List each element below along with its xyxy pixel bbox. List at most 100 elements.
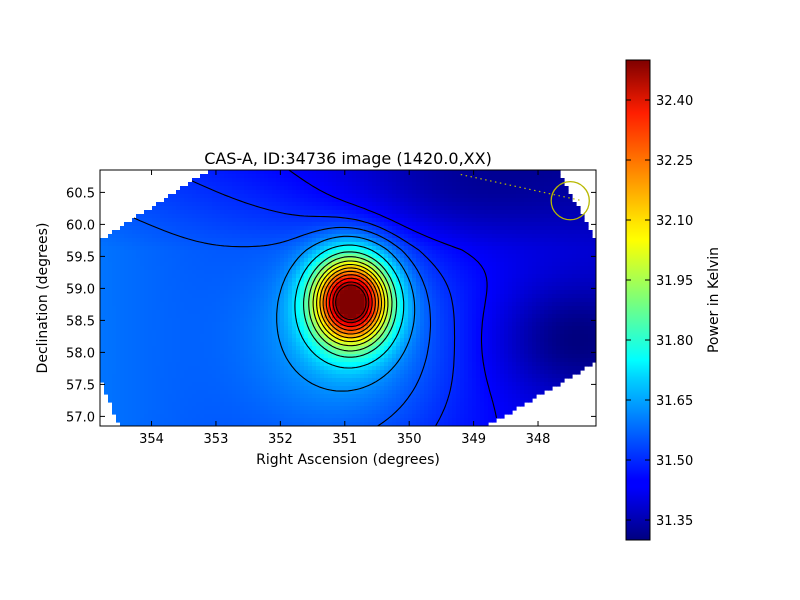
heatmap-cell [512, 202, 517, 207]
heatmap-cell [312, 238, 317, 243]
heatmap-cell [560, 186, 565, 191]
heatmap-cell [364, 178, 369, 183]
heatmap-cell [528, 306, 533, 311]
heatmap-cell [244, 250, 249, 255]
heatmap-cell [136, 306, 141, 311]
heatmap-cell [124, 322, 129, 327]
heatmap-cell [524, 174, 529, 179]
heatmap-cell [544, 246, 549, 251]
heatmap-cell [556, 274, 561, 279]
heatmap-cell [488, 274, 493, 279]
heatmap-cell [184, 230, 189, 235]
heatmap-cell [376, 194, 381, 199]
heatmap-cell [352, 214, 357, 219]
heatmap-cell [452, 298, 457, 303]
heatmap-cell [420, 298, 425, 303]
heatmap-cell [372, 178, 377, 183]
heatmap-cell [152, 326, 157, 331]
heatmap-cell [120, 246, 125, 251]
heatmap-cell [380, 222, 385, 227]
heatmap-cell [504, 170, 509, 175]
heatmap-cell [272, 274, 277, 279]
heatmap-cell [508, 270, 513, 275]
heatmap-cell [552, 302, 557, 307]
heatmap-cell [140, 262, 145, 267]
heatmap-cell [488, 242, 493, 247]
heatmap-cell [280, 322, 285, 327]
heatmap-cell [536, 330, 541, 335]
heatmap-cell [292, 274, 297, 279]
heatmap-cell [128, 314, 133, 319]
heatmap-cell [544, 210, 549, 215]
heatmap-cell [188, 214, 193, 219]
heatmap-cell [288, 270, 293, 275]
heatmap-cell [416, 182, 421, 187]
heatmap-cell [580, 306, 585, 311]
heatmap-cell [556, 282, 561, 287]
heatmap-cell [208, 206, 213, 211]
heatmap-cell [256, 262, 261, 267]
heatmap-cell [224, 294, 229, 299]
heatmap-cell [388, 282, 393, 287]
heatmap-cell [472, 222, 477, 227]
heatmap-cell [320, 294, 325, 299]
heatmap-cell [232, 214, 237, 219]
heatmap-cell [520, 178, 525, 183]
heatmap-cell [148, 234, 153, 239]
heatmap-cell [152, 322, 157, 327]
heatmap-cell [564, 258, 569, 263]
heatmap-cell [460, 186, 465, 191]
heatmap-cell [320, 290, 325, 295]
heatmap-cell [556, 290, 561, 295]
heatmap-cell [260, 306, 265, 311]
heatmap-cell [112, 310, 117, 315]
heatmap-cell [440, 186, 445, 191]
heatmap-cell [100, 246, 105, 251]
heatmap-cell [432, 338, 437, 343]
heatmap-cell [196, 262, 201, 267]
heatmap-cell [240, 318, 245, 323]
heatmap-cell [324, 198, 329, 203]
heatmap-cell [124, 226, 129, 231]
heatmap-cell [304, 298, 309, 303]
heatmap-cell [164, 310, 169, 315]
heatmap-cell [488, 338, 493, 343]
heatmap-cell [204, 302, 209, 307]
heatmap-cell [472, 198, 477, 203]
heatmap-cell [532, 314, 537, 319]
heatmap-cell [392, 222, 397, 227]
heatmap-cell [268, 266, 273, 271]
heatmap-cell [296, 218, 301, 223]
heatmap-cell [524, 258, 529, 263]
heatmap-cell [396, 318, 401, 323]
heatmap-cell [344, 330, 349, 335]
heatmap-cell [316, 250, 321, 255]
heatmap-cell [576, 250, 581, 255]
heatmap-cell [132, 230, 137, 235]
heatmap-cell [388, 218, 393, 223]
heatmap-cell [196, 294, 201, 299]
heatmap-cell [296, 334, 301, 339]
heatmap-cell [316, 226, 321, 231]
heatmap-cell [416, 214, 421, 219]
heatmap-cell [464, 246, 469, 251]
heatmap-cell [528, 266, 533, 271]
heatmap-cell [248, 226, 253, 231]
heatmap-cell [128, 338, 133, 343]
heatmap-cell [288, 310, 293, 315]
heatmap-cell [476, 322, 481, 327]
heatmap-cell [208, 314, 213, 319]
heatmap-cell [100, 306, 105, 311]
heatmap-cell [248, 218, 253, 223]
heatmap-cell [588, 282, 593, 287]
heatmap-cell [460, 218, 465, 223]
heatmap-cell [360, 254, 365, 259]
heatmap-cell [568, 226, 573, 231]
heatmap-cell [592, 238, 596, 243]
heatmap-cell [428, 242, 433, 247]
heatmap-cell [104, 334, 109, 339]
heatmap-cell [188, 262, 193, 267]
heatmap-cell [280, 250, 285, 255]
heatmap-cell [132, 262, 137, 267]
heatmap-cell [440, 302, 445, 307]
